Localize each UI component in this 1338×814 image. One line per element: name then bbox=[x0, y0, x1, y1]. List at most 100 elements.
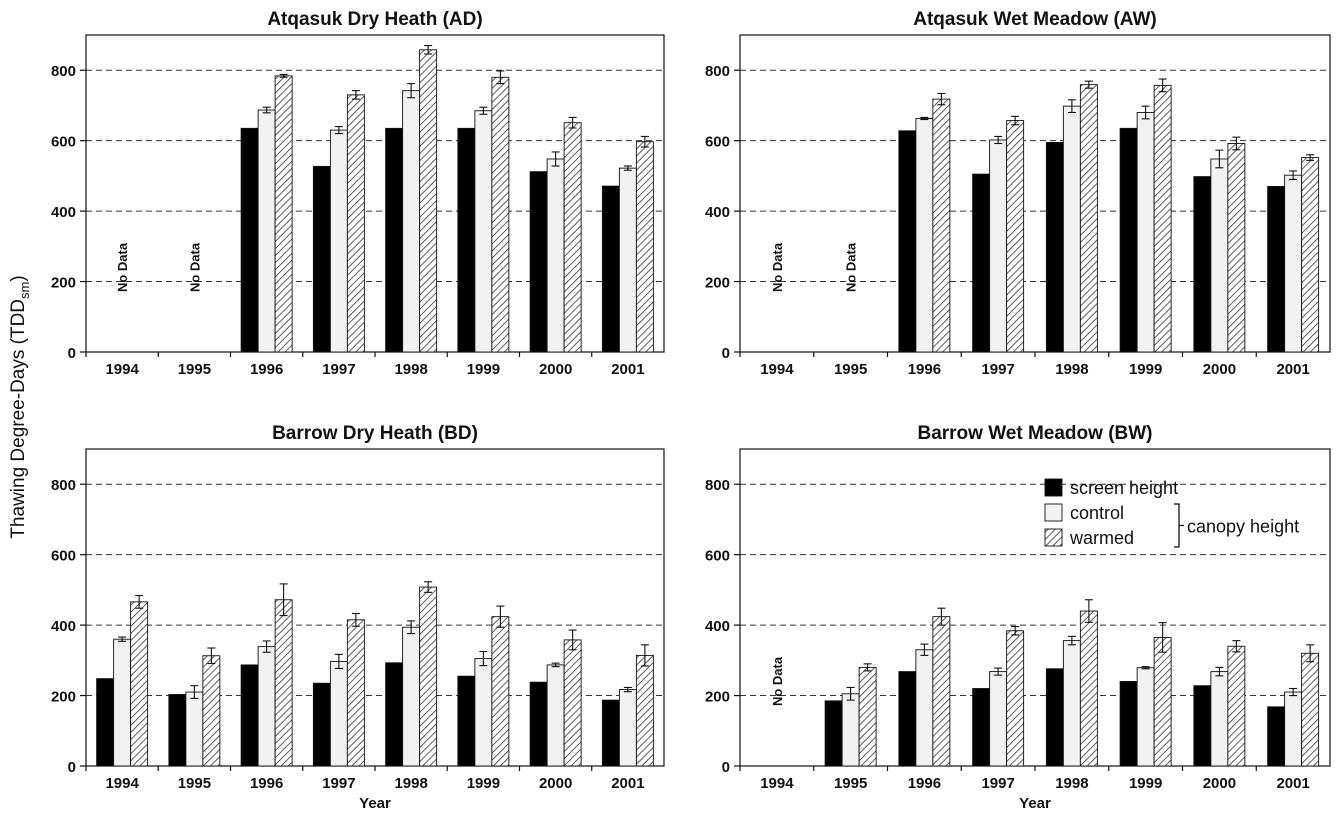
bar-warmed bbox=[1006, 120, 1025, 353]
y-tick-label: 200 bbox=[705, 689, 730, 706]
legend-label: warmed bbox=[1069, 528, 1134, 548]
bar-control bbox=[257, 109, 276, 353]
legend-bracket bbox=[1174, 503, 1184, 548]
bar-warmed bbox=[346, 619, 365, 767]
y-tick-label: 400 bbox=[705, 618, 730, 635]
chart-panel-1: Atqasuk Dry Heath (AD) 0 200 400 600 800 1994 1… bbox=[51, 9, 665, 378]
x-tick-label: 1997 bbox=[981, 361, 1014, 378]
bar-warmed bbox=[274, 75, 293, 353]
y-tick-label: 0 bbox=[722, 345, 730, 362]
bar-screen bbox=[1193, 176, 1212, 353]
bar-control bbox=[915, 649, 934, 767]
bar-warmed bbox=[635, 141, 654, 353]
legend-label: canopy height bbox=[1187, 517, 1299, 537]
x-tick-label: 1998 bbox=[1055, 361, 1088, 378]
x-tick-label: 1995 bbox=[834, 775, 867, 792]
bar-warmed bbox=[1301, 652, 1320, 767]
bar-screen bbox=[240, 127, 259, 353]
bar-screen bbox=[1267, 186, 1286, 353]
bar-warmed bbox=[1301, 157, 1320, 353]
x-tick-label: 2001 bbox=[1276, 361, 1309, 378]
x-tick-label: 2001 bbox=[611, 361, 644, 378]
legend-swatch bbox=[1044, 528, 1063, 547]
bar-screen bbox=[898, 130, 917, 353]
bar-warmed bbox=[932, 616, 951, 767]
x-tick-label: 1996 bbox=[250, 361, 283, 378]
chart-title: Atqasuk Wet Meadow (AW) bbox=[913, 9, 1157, 30]
legend-label: screen height bbox=[1070, 478, 1178, 498]
chart-title: Atqasuk Dry Heath (AD) bbox=[267, 9, 482, 30]
bar-control bbox=[546, 664, 565, 767]
y-tick-label: 600 bbox=[705, 548, 730, 565]
bar-control bbox=[402, 90, 421, 353]
bar-control bbox=[257, 646, 276, 767]
bar-warmed bbox=[1079, 610, 1098, 767]
bar-screen bbox=[529, 171, 548, 353]
bar-warmed bbox=[202, 655, 221, 767]
bar-screen bbox=[168, 694, 187, 767]
x-tick-label: 1996 bbox=[908, 361, 941, 378]
no-data-annotation: No Data bbox=[187, 242, 202, 292]
bar-control bbox=[1062, 105, 1081, 353]
x-tick-label: 1995 bbox=[178, 775, 211, 792]
bar-screen bbox=[898, 671, 917, 767]
bar-screen bbox=[240, 664, 259, 767]
bar-control bbox=[474, 110, 493, 353]
y-tick-label: 0 bbox=[68, 759, 76, 776]
bar-screen bbox=[972, 173, 991, 353]
x-tick-label: 1995 bbox=[834, 361, 867, 378]
legend: screen height control warmed canopy height bbox=[1044, 478, 1299, 548]
bar-control bbox=[1062, 640, 1081, 767]
bar-screen bbox=[1119, 681, 1138, 767]
bar-warmed bbox=[563, 122, 582, 353]
y-tick-label: 200 bbox=[705, 275, 730, 292]
bar-screen bbox=[601, 699, 620, 767]
bar-control bbox=[989, 671, 1008, 767]
bar-screen bbox=[529, 681, 548, 767]
bar-screen bbox=[385, 662, 404, 767]
x-tick-label: 1994 bbox=[105, 775, 139, 792]
y-tick-label: 800 bbox=[705, 63, 730, 80]
bar-control bbox=[1210, 671, 1229, 767]
y-tick-label: 800 bbox=[51, 477, 76, 494]
bar-control bbox=[329, 129, 348, 353]
bar-screen bbox=[457, 127, 476, 353]
bar-control bbox=[1284, 174, 1303, 353]
bar-warmed bbox=[1227, 143, 1246, 353]
bar-warmed bbox=[1006, 630, 1025, 767]
bar-warmed bbox=[932, 98, 951, 353]
y-tick-label: 600 bbox=[51, 548, 76, 565]
bar-control bbox=[1284, 691, 1303, 767]
no-data-annotation: No Data bbox=[770, 656, 785, 706]
y-tick-label: 0 bbox=[722, 759, 730, 776]
x-tick-label: 1998 bbox=[394, 361, 427, 378]
chart-title: Barrow Dry Heath (BD) bbox=[272, 423, 478, 444]
bar-screen bbox=[1193, 685, 1212, 767]
x-tick-label: 2000 bbox=[1203, 775, 1236, 792]
y-tick-label: 200 bbox=[51, 689, 76, 706]
y-tick-label: 600 bbox=[705, 134, 730, 151]
bar-screen bbox=[824, 700, 843, 767]
x-tick-label: 1998 bbox=[394, 775, 427, 792]
bar-screen bbox=[1045, 141, 1064, 353]
bar-warmed bbox=[491, 616, 510, 767]
x-tick-label: 2000 bbox=[539, 361, 572, 378]
chart-title: Barrow Wet Meadow (BW) bbox=[917, 423, 1152, 444]
x-tick-label: 1999 bbox=[467, 361, 500, 378]
bar-control bbox=[402, 626, 421, 767]
legend-label: control bbox=[1070, 503, 1124, 523]
no-data-annotation: No Data bbox=[115, 242, 130, 292]
chart-panel-3: Barrow Dry Heath (BD) 0 200 400 600 800 1994 19… bbox=[51, 423, 665, 812]
no-data-annotation: No Data bbox=[844, 242, 859, 292]
bar-warmed bbox=[419, 49, 438, 353]
bar-control bbox=[185, 691, 204, 767]
x-tick-label: 1995 bbox=[178, 361, 211, 378]
bar-screen bbox=[601, 185, 620, 353]
no-data-annotation: No Data bbox=[770, 242, 785, 292]
y-tick-label: 600 bbox=[51, 134, 76, 151]
bar-screen bbox=[312, 682, 331, 767]
x-tick-label: 1994 bbox=[760, 775, 794, 792]
bar-warmed bbox=[858, 666, 877, 767]
bar-control bbox=[1210, 158, 1229, 353]
